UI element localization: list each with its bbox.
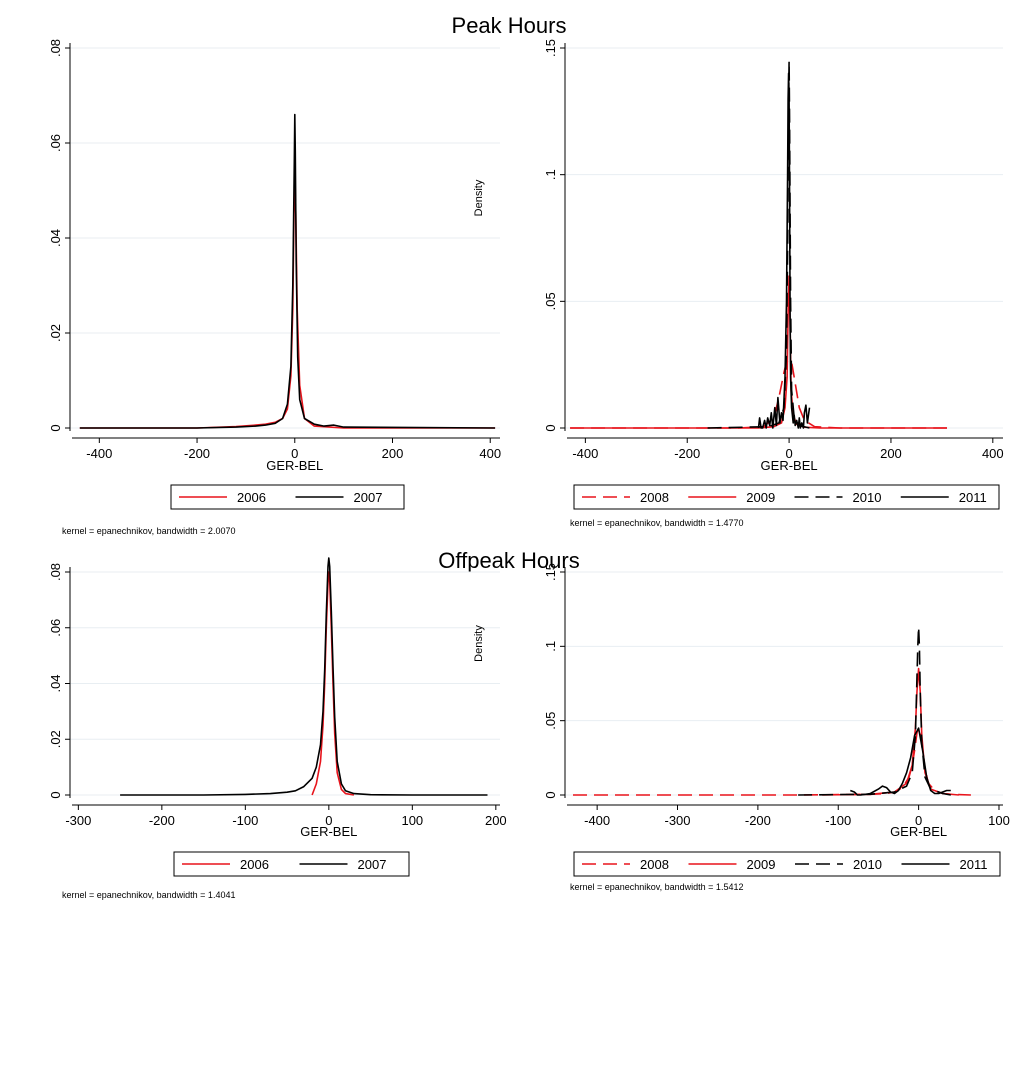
x-tick-label: 0 [915, 813, 922, 828]
legend-label: 2009 [746, 490, 775, 505]
y-tick-label: .04 [48, 674, 63, 692]
y-tick-label: .04 [48, 229, 63, 247]
x-tick-label: 200 [382, 446, 404, 461]
x-tick-label: -400 [572, 446, 598, 461]
y-axis-label: Density [473, 625, 485, 662]
legend-label: 2010 [853, 490, 882, 505]
x-tick-label: -200 [184, 446, 210, 461]
x-tick-label: 100 [401, 813, 423, 828]
x-tick-label: 200 [485, 813, 507, 828]
y-tick-label: 0 [48, 791, 63, 798]
x-axis-label: GER-BEL [890, 824, 947, 839]
legend-label: 2008 [640, 857, 669, 872]
x-tick-label: -400 [584, 813, 610, 828]
chart-2: 0 .05 .1 .15 -400 -200 0 200 400 GER-BEL Density 20… [473, 39, 1004, 528]
y-tick-label: .15 [543, 563, 558, 581]
x-tick-label: 100 [988, 813, 1010, 828]
series-line-2009 [570, 275, 947, 429]
x-tick-label: 400 [982, 446, 1004, 461]
y-tick-label: .1 [543, 641, 558, 652]
legend-label: 2008 [640, 490, 669, 505]
x-tick-label: 0 [785, 446, 792, 461]
x-tick-label: -300 [664, 813, 690, 828]
y-tick-label: .15 [543, 39, 558, 57]
y-tick-label: 0 [48, 424, 63, 431]
kernel-note: kernel = epanechnikov, bandwidth = 2.007… [62, 526, 235, 536]
x-tick-label: -200 [745, 813, 771, 828]
kernel-note: kernel = epanechnikov, bandwidth = 1.477… [570, 518, 743, 528]
kernel-note: kernel = epanechnikov, bandwidth = 1.541… [570, 882, 743, 892]
legend-label: 2006 [237, 490, 266, 505]
y-tick-label: .02 [48, 730, 63, 748]
y-tick-label: .05 [543, 292, 558, 310]
y-tick-label: 0 [543, 791, 558, 798]
x-axis-label: GER-BEL [300, 824, 357, 839]
x-tick-label: -100 [232, 813, 258, 828]
x-tick-label: -200 [674, 446, 700, 461]
x-axis-label: GER-BEL [266, 458, 323, 473]
legend-label: 2009 [747, 857, 776, 872]
series-line-2006 [311, 571, 355, 796]
chart-3: 0 .02 .04 .06 .08 -300 -200 -100 0 100 200 GER-BEL 2… [48, 557, 507, 900]
legend-label: 2010 [853, 857, 882, 872]
series-line-2008 [573, 727, 971, 796]
series-line-2011 [850, 727, 951, 796]
y-axis-label: Density [473, 179, 485, 216]
legend-label: 2007 [354, 490, 383, 505]
legend-label: 2007 [358, 857, 387, 872]
legend-label: 2011 [959, 490, 987, 505]
x-axis-label: GER-BEL [761, 458, 818, 473]
peak-hours-title: Peak Hours [451, 13, 567, 38]
x-tick-label: -300 [65, 813, 91, 828]
y-tick-label: .02 [48, 324, 63, 342]
x-tick-label: -100 [825, 813, 851, 828]
y-tick-label: 0 [543, 424, 558, 431]
x-tick-label: 200 [880, 446, 902, 461]
top-left-panel [0, 0, 509, 544]
offpeak-hours-title: Offpeak Hours [438, 548, 580, 573]
x-tick-label: 0 [291, 446, 298, 461]
series-line-2007 [79, 113, 496, 429]
series-line-2010 [798, 626, 951, 796]
y-tick-label: .05 [543, 712, 558, 730]
legend-label: 2006 [240, 857, 269, 872]
series-line-2006 [79, 166, 496, 429]
series-line-2011 [757, 72, 811, 429]
legend-label: 2011 [960, 857, 988, 872]
y-tick-label: .06 [48, 134, 63, 152]
y-tick-label: .08 [48, 563, 63, 581]
series-line-2008 [570, 358, 947, 429]
kernel-note: kernel = epanechnikov, bandwidth = 1.404… [62, 890, 235, 900]
y-tick-label: .06 [48, 619, 63, 637]
x-tick-label: 400 [479, 446, 501, 461]
chart-4: 0 .05 .1 .15 -400 -300 -200 -100 0 100 GER-BEL Dens… [473, 563, 1010, 892]
series-line-2009 [822, 667, 959, 796]
y-tick-label: .1 [543, 169, 558, 180]
x-tick-label: 0 [325, 813, 332, 828]
x-tick-label: -400 [86, 446, 112, 461]
series-line-2007 [120, 557, 488, 796]
y-tick-label: .08 [48, 39, 63, 57]
x-tick-label: -200 [149, 813, 175, 828]
chart-1: 0 .02 .04 .06 .08 -400 -200 0 200 400 GER-BEL 2006 2… [48, 39, 501, 536]
